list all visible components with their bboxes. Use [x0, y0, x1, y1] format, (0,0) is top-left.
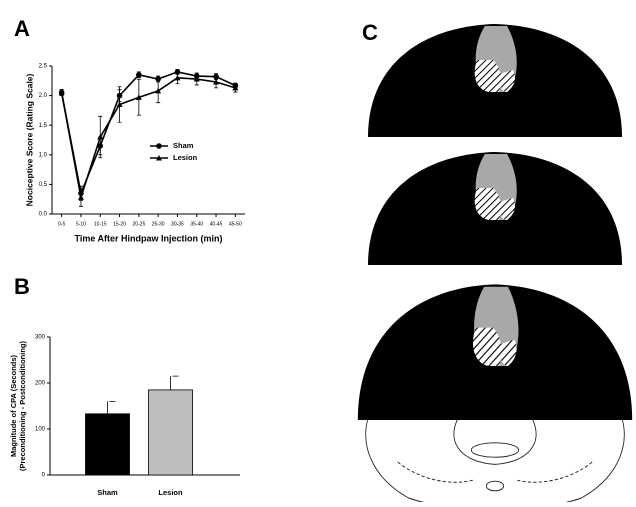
y-tick-label: 1.0	[39, 152, 48, 158]
brain-section	[358, 284, 632, 502]
x-tick-label: 10-15	[94, 221, 107, 227]
panel-label: A	[14, 16, 30, 41]
series-line	[62, 78, 236, 198]
x-tick-label: 30-35	[171, 221, 184, 227]
y-tick-label: 0.5	[39, 182, 48, 188]
error-bar	[171, 376, 179, 390]
y-axis-title: Magnitude of CPA (Seconds)	[9, 354, 18, 457]
brain-section	[368, 24, 622, 137]
legend-label: Sham	[173, 141, 194, 150]
figure: A 0.0 0.5 1.0 1.5 2.0 2.5 0-5 5-10 10-15 15-20 20-…	[0, 0, 636, 502]
x-tick-label: 40-45	[210, 221, 223, 227]
error-bar	[108, 401, 116, 413]
legend-marker	[156, 143, 162, 149]
x-tick-label: 15-20	[113, 221, 126, 227]
panel-b: B 0 100 200 300 Sham Lesion Magnitude of CPA (…	[9, 274, 240, 497]
bar	[86, 414, 130, 475]
panel-label: B	[14, 274, 30, 299]
y-tick-label: 100	[35, 427, 46, 433]
x-tick-label: Sham	[97, 488, 118, 497]
y-axis-title: (Preconditioning - Postconditioning)	[18, 341, 27, 471]
x-tick-label: 20-25	[132, 221, 145, 227]
x-tick-label: 25-30	[152, 221, 165, 227]
x-tick-label: 45-50	[229, 221, 242, 227]
y-tick-label: 200	[35, 381, 46, 387]
panel-c: C	[358, 20, 632, 502]
y-tick-label: 2.0	[39, 93, 48, 99]
x-tick-label: 5-10	[76, 221, 86, 227]
y-axis-title: Nociceptive Score (Rating Scale)	[24, 73, 34, 206]
bar	[149, 390, 193, 475]
panel-a: A 0.0 0.5 1.0 1.5 2.0 2.5 0-5 5-10 10-15 15-20 20-…	[14, 16, 245, 244]
x-tick-label: 35-40	[190, 221, 203, 227]
y-tick-label: 0	[42, 473, 46, 479]
data-point	[136, 72, 142, 78]
panel-label: C	[362, 20, 378, 45]
legend-label: Lesion	[173, 153, 198, 162]
y-tick-label: 0.0	[39, 212, 48, 218]
x-axis-title: Time After Hindpaw Injection (min)	[74, 233, 222, 243]
brain-section	[368, 152, 622, 265]
x-tick-label: Lesion	[158, 488, 183, 497]
x-tick-label: 0-5	[58, 221, 65, 227]
y-tick-label: 300	[35, 335, 46, 341]
data-point	[78, 194, 84, 200]
y-tick-label: 2.5	[39, 64, 48, 70]
y-tick-label: 1.5	[39, 123, 48, 129]
